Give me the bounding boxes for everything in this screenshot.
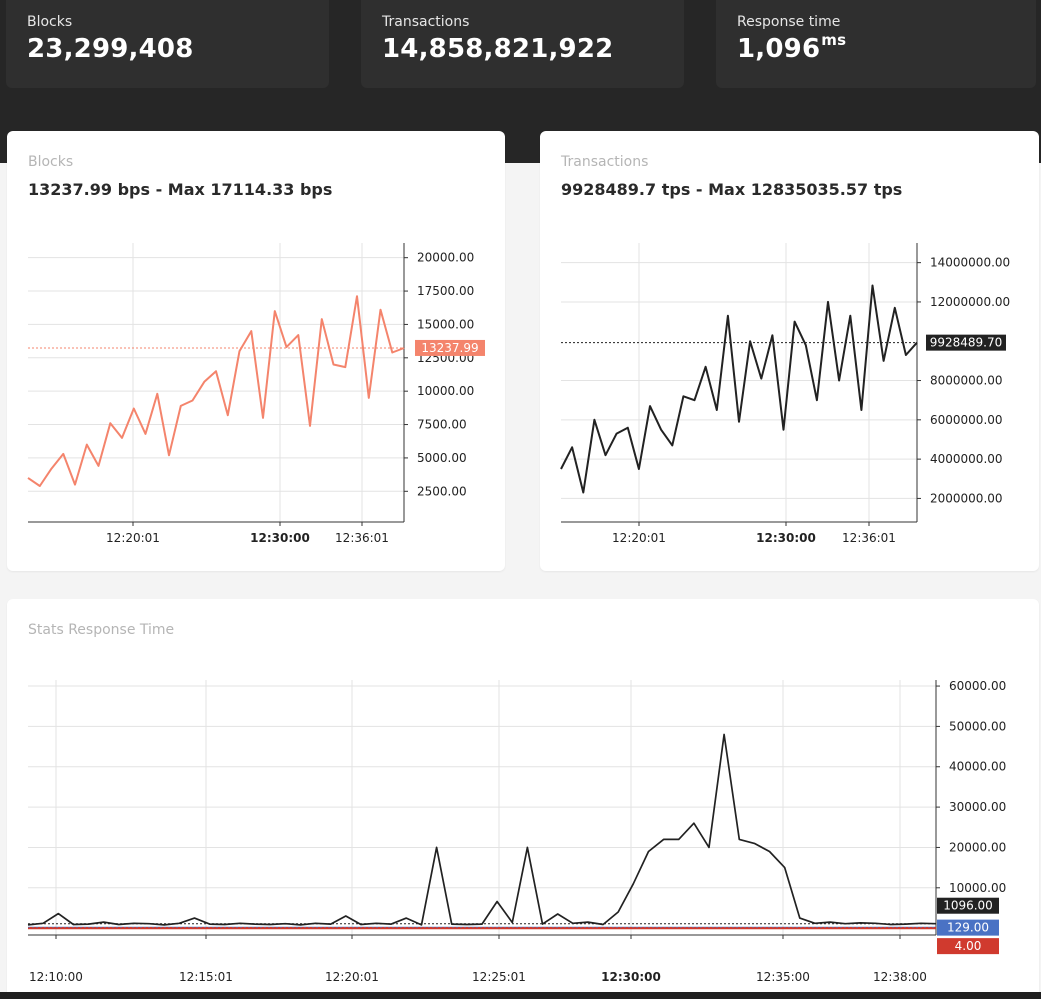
chart-subtitle: 13237.99 bps - Max 17114.33 bps: [28, 180, 333, 199]
y-tick-label: 40000.00: [949, 760, 1006, 774]
x-tick-label: 12:20:01: [325, 970, 379, 984]
series-line: [560, 284, 918, 494]
x-tick-label: 12:38:00: [873, 970, 927, 984]
stat-card-response-time: Response time 1,096ms: [716, 0, 1036, 88]
y-tick-label: 7500.00: [417, 418, 467, 432]
current-value-label: 1096.00: [943, 899, 993, 913]
chart-subtitle: 9928489.7 tps - Max 12835035.57 tps: [561, 180, 903, 199]
current-value-label: 4.00: [955, 939, 982, 953]
stat-card-blocks: Blocks 23,299,408: [6, 0, 329, 88]
x-tick-label: 12:20:01: [106, 531, 160, 545]
x-tick-label: 12:30:00: [756, 531, 816, 545]
y-tick-label: 20000.00: [949, 840, 1006, 854]
chart-title: Stats Response Time: [28, 622, 175, 638]
y-tick-label: 30000.00: [949, 800, 1006, 814]
y-tick-label: 6000000.00: [930, 413, 1003, 427]
stat-value: 23,299,408: [27, 34, 194, 64]
y-tick-label: 2500.00: [417, 484, 467, 498]
stat-value: 14,858,821,922: [382, 34, 614, 64]
x-tick-label: 12:10:00: [29, 970, 83, 984]
x-tick-label: 12:35:00: [756, 970, 810, 984]
x-tick-label: 12:30:00: [250, 531, 310, 545]
y-tick-label: 60000.00: [949, 679, 1006, 693]
x-tick-label: 12:20:01: [612, 531, 666, 545]
stat-value: 1,096ms: [737, 31, 847, 64]
current-value-badge: [415, 339, 485, 356]
current-value-badge: [926, 334, 1006, 351]
y-tick-label: 10000.00: [417, 384, 474, 398]
response-time-chart-card: Stats Response Time 60000.00 50000.00 4000…: [7, 599, 1039, 999]
x-tick-label: 12:25:01: [472, 970, 526, 984]
response-time-chart[interactable]: 60000.00 50000.00 40000.00 30000.00 20000.00…: [7, 599, 1039, 999]
blocks-chart-card: Blocks 13237.99 bps - Max 17114.33 bps 2…: [7, 131, 505, 571]
y-tick-label: 17500.00: [417, 284, 474, 298]
chart-title: Transactions: [561, 154, 649, 170]
current-value-badge: [937, 897, 999, 914]
y-tick-label: 2000000.00: [930, 491, 1003, 505]
transactions-chart[interactable]: 14000000.00 12000000.00 8000000.00 6000000.…: [540, 131, 1039, 571]
current-value-label: 129.00: [947, 921, 989, 935]
x-tick-label: 12:30:00: [601, 970, 661, 984]
y-tick-label: 5000.00: [417, 451, 467, 465]
current-value-badge: [937, 938, 999, 955]
y-tick-label: 12000000.00: [930, 295, 1010, 309]
x-tick-label: 12:36:01: [335, 531, 389, 545]
chart-title: Blocks: [28, 154, 74, 170]
x-tick-label: 12:15:01: [179, 970, 233, 984]
stat-label: Transactions: [382, 14, 470, 30]
current-value-badge: [937, 919, 999, 936]
series-line: [27, 733, 937, 926]
stat-label: Response time: [737, 14, 841, 30]
x-tick-label: 12:36:01: [842, 531, 896, 545]
bottom-edge: [0, 992, 1041, 999]
y-tick-label: 20000.00: [417, 251, 474, 265]
y-tick-label: 14000000.00: [930, 256, 1010, 270]
current-value-label: 9928489.70: [930, 336, 1003, 350]
transactions-chart-card: Transactions 9928489.7 tps - Max 1283503…: [540, 131, 1039, 571]
series-line: [27, 295, 405, 487]
y-tick-label: 15000.00: [417, 317, 474, 331]
stat-card-transactions: Transactions 14,858,821,922: [361, 0, 684, 88]
stat-unit: ms: [821, 31, 847, 49]
y-tick-label: 4000000.00: [930, 452, 1003, 466]
blocks-chart[interactable]: 20000.0017500.0015000.0012500.0010000.00…: [7, 131, 505, 571]
y-tick-label: 10000.00: [949, 881, 1006, 895]
y-tick-label: 50000.00: [949, 719, 1006, 733]
current-value-label: 13237.99: [421, 341, 478, 355]
y-tick-label: 8000000.00: [930, 374, 1003, 388]
stat-label: Blocks: [27, 14, 73, 30]
